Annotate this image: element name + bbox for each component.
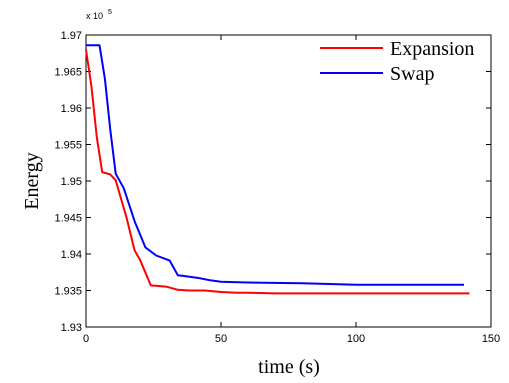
series-layer	[85, 44, 470, 295]
plot-area	[85, 34, 492, 328]
y-tick-label: 1.96	[61, 103, 82, 115]
series-line-swap	[86, 44, 464, 286]
legend-label-expansion: Expansion	[390, 38, 474, 60]
x-tick-label: 0	[83, 333, 89, 345]
y-tick-label: 1.93	[61, 322, 82, 334]
y-tick-label: 1.97	[61, 30, 82, 42]
axis-ticks: 0 50 100 150 1.93 1.935 1.94 1.945 1.95 1.955 1.96…	[54, 30, 500, 345]
legend-label-swap: Swap	[390, 63, 434, 85]
y-tick-label: 1.935	[54, 286, 82, 298]
series-line-expansion	[85, 49, 470, 295]
x-tick-label: 50	[215, 333, 227, 345]
y-axis-label: Energy	[21, 152, 43, 209]
y-tick-label: 1.945	[54, 213, 82, 225]
y-tick-label: 1.94	[61, 249, 82, 261]
y-scale-exponent: 5	[108, 9, 112, 16]
y-tick-label: 1.965	[54, 67, 82, 79]
y-scale-label: x 10	[86, 11, 103, 21]
x-tick-label: 150	[482, 333, 500, 345]
y-tick-label: 1.95	[61, 176, 82, 188]
y-tick-label: 1.955	[54, 140, 82, 152]
legend: Expansion Swap	[320, 38, 474, 85]
x-axis-label: time (s)	[258, 356, 320, 378]
x-tick-label: 100	[347, 333, 365, 345]
